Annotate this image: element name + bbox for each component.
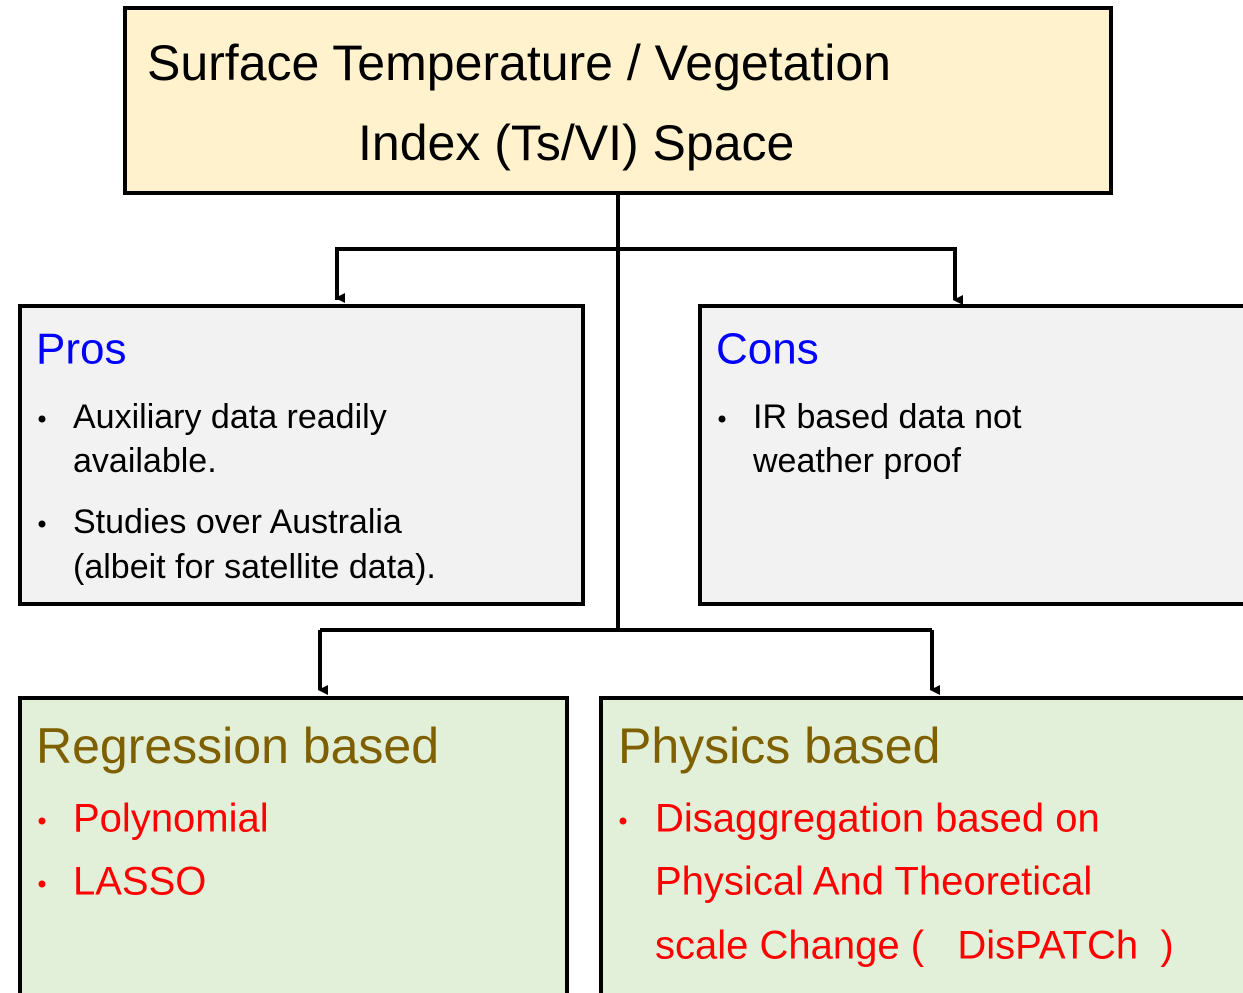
cons-item: IR based data not [753, 398, 1022, 436]
bullet [38, 880, 46, 888]
root-title: Index (Ts/VI) Space [358, 115, 794, 171]
connectors [318, 193, 963, 695]
physics-title: Physics based [618, 718, 940, 774]
cons-title: Cons [716, 325, 819, 374]
root-box [123, 6, 1113, 195]
cons-item: weather proof [752, 442, 961, 480]
bullet [38, 817, 46, 825]
regression-title: Regression based [36, 718, 439, 774]
pros-item: available. [73, 442, 217, 480]
bullet [619, 817, 627, 825]
physics-box [599, 696, 1243, 993]
pros-box [18, 304, 585, 606]
regression-item: Polynomial [73, 797, 269, 841]
root-title: Surface Temperature / Vegetation [147, 35, 891, 91]
cons-box [698, 304, 1243, 606]
bullet [38, 415, 46, 423]
bullet [718, 415, 726, 423]
bullet [38, 520, 46, 528]
physics-item: Disaggregation based on [655, 797, 1100, 841]
pros-title: Pros [36, 325, 126, 374]
regression-box [18, 696, 569, 993]
pros-item: Auxiliary data readily [73, 398, 387, 436]
pros-item: (albeit for satellite data). [73, 548, 436, 586]
pros-item: Studies over Australia [73, 503, 402, 541]
regression-item: LASSO [73, 860, 206, 904]
physics-item: Physical And Theoretical [655, 860, 1092, 904]
physics-item: scale Change ( DisPATCh ) [655, 924, 1174, 968]
